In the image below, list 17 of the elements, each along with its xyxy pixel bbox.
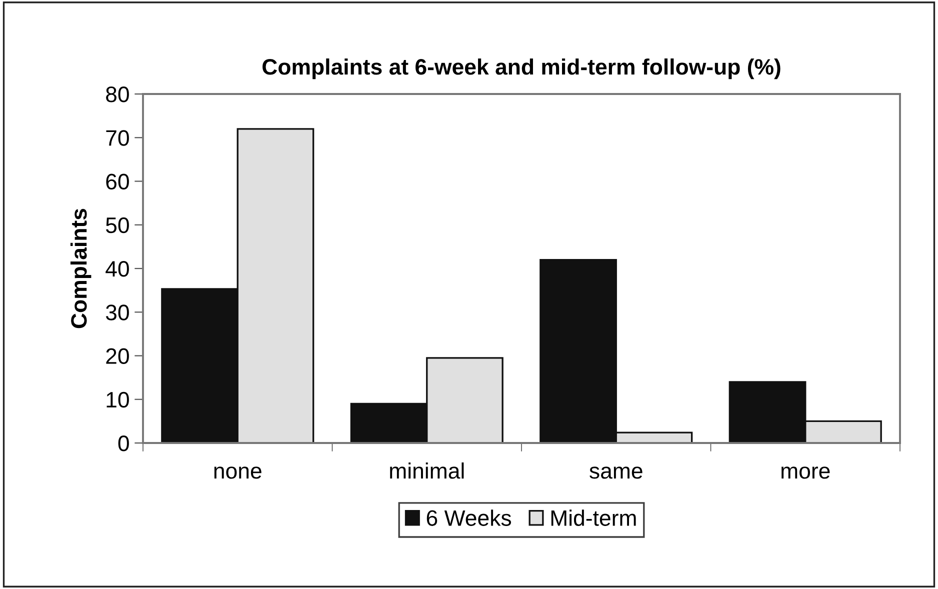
x-tick-label: minimal <box>390 462 464 479</box>
y-tick-label: 70 <box>106 130 129 146</box>
legend-label: Mid-term <box>551 510 636 526</box>
y-tick-label: 80 <box>106 86 129 102</box>
y-tick-label: 50 <box>106 217 129 234</box>
y-tick-label: 0 <box>118 436 129 452</box>
x-tick-label: more <box>782 466 830 479</box>
x-tick-label: same <box>590 466 642 479</box>
legend-label: 6 Weeks <box>426 510 512 526</box>
y-tick-label: 10 <box>106 392 129 408</box>
y-tick-label: 20 <box>106 348 129 364</box>
y-tick-label: 60 <box>106 174 129 190</box>
y-tick-label: 30 <box>106 304 129 320</box>
y-axis-title: Complaints <box>70 208 92 328</box>
chart-title: Complaints at 6-week and mid-term follow-up (%) <box>262 58 780 80</box>
x-tick-label: none <box>214 466 262 479</box>
y-tick-label: 40 <box>106 261 129 277</box>
